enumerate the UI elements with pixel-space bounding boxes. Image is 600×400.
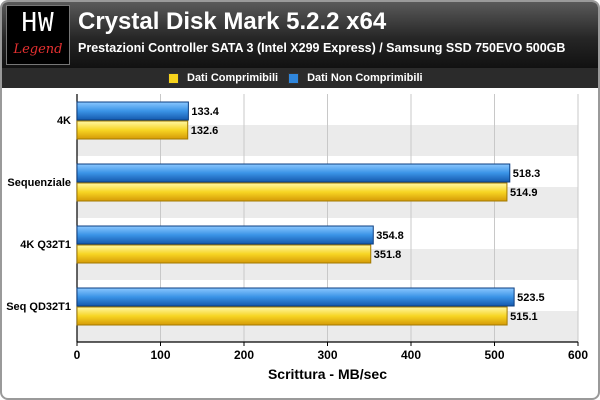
data-label: 354.8 bbox=[376, 230, 404, 242]
bar bbox=[76, 182, 508, 202]
bar bbox=[76, 306, 508, 326]
category-label: Seq QD32T1 bbox=[6, 301, 71, 313]
data-label: 351.8 bbox=[374, 249, 402, 261]
legend-swatch-incompressible bbox=[288, 72, 300, 84]
legend-label-incompressible: Dati Non Comprimibili bbox=[307, 72, 423, 84]
logo-word: Legend bbox=[13, 42, 63, 57]
bar bbox=[76, 101, 189, 121]
bar bbox=[76, 120, 189, 140]
legend-item-compressible: Dati Comprimibili bbox=[168, 72, 278, 84]
data-label: 132.6 bbox=[191, 125, 219, 137]
x-axis-title: Scrittura - MB/sec bbox=[268, 366, 387, 382]
x-tick-label: 600 bbox=[568, 348, 588, 362]
category-label: 4K bbox=[57, 115, 71, 127]
x-tick-label: 100 bbox=[150, 348, 170, 362]
logo-mark: HW bbox=[21, 8, 55, 38]
bar bbox=[76, 287, 515, 307]
data-label: 518.3 bbox=[513, 168, 541, 180]
x-tick-label: 500 bbox=[484, 348, 504, 362]
legend-bar: Dati Comprimibili Dati Non Comprimibili bbox=[2, 68, 598, 88]
data-label: 515.1 bbox=[510, 311, 538, 323]
category-label: Sequenziale bbox=[7, 177, 71, 189]
legend-item-incompressible: Dati Non Comprimibili bbox=[288, 72, 423, 84]
bar bbox=[76, 244, 372, 264]
x-tick-label: 400 bbox=[401, 348, 421, 362]
chart-header: HW Legend Crystal Disk Mark 5.2.2 x64 Pr… bbox=[2, 2, 598, 68]
category-label: 4K Q32T1 bbox=[20, 239, 71, 251]
x-tick-label: 300 bbox=[317, 348, 337, 362]
legend-swatch-compressible bbox=[168, 72, 179, 84]
bar bbox=[76, 163, 511, 183]
x-tick-label: 0 bbox=[74, 348, 81, 362]
bar-chart: 133.4 132.6 4K 518.3 514.9 Sequenziale 354.8 35… bbox=[6, 94, 588, 382]
site-logo: HW Legend bbox=[6, 5, 70, 65]
chart-subtitle: Prestazioni Controller SATA 3 (Intel X29… bbox=[78, 41, 566, 55]
chart-title: Crystal Disk Mark 5.2.2 x64 bbox=[78, 8, 387, 35]
legend: Dati Comprimibili Dati Non Comprimibili bbox=[168, 71, 433, 85]
data-label: 133.4 bbox=[191, 106, 219, 118]
data-label: 523.5 bbox=[517, 292, 545, 304]
legend-label-compressible: Dati Comprimibili bbox=[187, 72, 279, 84]
data-label: 514.9 bbox=[510, 187, 538, 199]
x-tick-label: 200 bbox=[234, 348, 254, 362]
bar bbox=[76, 225, 374, 245]
